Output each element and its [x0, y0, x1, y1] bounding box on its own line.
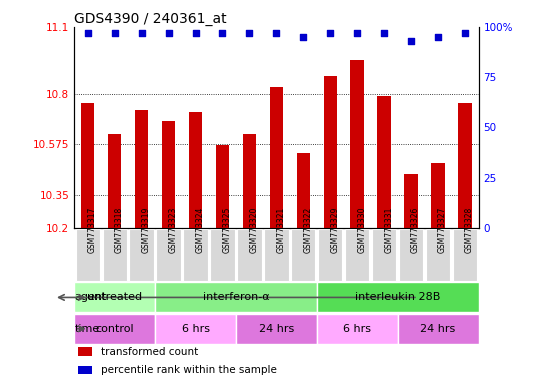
FancyBboxPatch shape [264, 229, 289, 281]
Bar [431, 163, 445, 228]
Text: 6 hrs: 6 hrs [343, 324, 371, 334]
Bar [108, 134, 122, 228]
Text: GSM773321: GSM773321 [276, 207, 285, 253]
Text: interleukin 28B: interleukin 28B [355, 293, 441, 303]
Bar [243, 134, 256, 228]
FancyBboxPatch shape [74, 282, 155, 313]
Point [272, 30, 280, 36]
Bar [350, 60, 364, 228]
Text: GSM773325: GSM773325 [222, 207, 232, 253]
Point [326, 30, 334, 36]
Bar [216, 146, 229, 228]
Text: GSM773318: GSM773318 [114, 207, 124, 253]
FancyBboxPatch shape [237, 229, 262, 281]
Text: GSM773317: GSM773317 [88, 207, 97, 253]
FancyBboxPatch shape [155, 282, 317, 313]
Text: time: time [74, 324, 100, 334]
FancyBboxPatch shape [75, 229, 100, 281]
Point [110, 30, 119, 36]
FancyBboxPatch shape [318, 229, 343, 281]
Text: transformed count: transformed count [101, 346, 198, 356]
FancyBboxPatch shape [372, 229, 397, 281]
Text: percentile rank within the sample: percentile rank within the sample [101, 365, 277, 375]
Text: GSM773330: GSM773330 [358, 207, 366, 253]
FancyBboxPatch shape [291, 229, 316, 281]
Text: GSM773326: GSM773326 [411, 207, 420, 253]
FancyBboxPatch shape [155, 314, 236, 344]
FancyBboxPatch shape [317, 314, 398, 344]
FancyBboxPatch shape [453, 229, 477, 281]
Point [245, 30, 254, 36]
Point [379, 30, 388, 36]
Point [191, 30, 200, 36]
Bar [296, 153, 310, 228]
FancyBboxPatch shape [210, 229, 235, 281]
Text: GSM773329: GSM773329 [330, 207, 339, 253]
FancyBboxPatch shape [102, 229, 127, 281]
FancyBboxPatch shape [345, 229, 370, 281]
Bar [81, 103, 95, 228]
Bar [377, 96, 391, 228]
Bar [404, 174, 418, 228]
Bar [162, 121, 175, 228]
Text: GSM773323: GSM773323 [168, 207, 178, 253]
FancyBboxPatch shape [426, 229, 450, 281]
Point [353, 30, 362, 36]
Text: untreated: untreated [87, 293, 142, 303]
FancyBboxPatch shape [317, 282, 478, 313]
Text: GDS4390 / 240361_at: GDS4390 / 240361_at [74, 12, 227, 26]
Point [84, 30, 92, 36]
Point [433, 34, 442, 40]
FancyBboxPatch shape [183, 229, 208, 281]
Point [218, 30, 227, 36]
Text: control: control [95, 324, 134, 334]
Text: GSM773328: GSM773328 [465, 207, 474, 253]
Bar [270, 87, 283, 228]
Point [299, 34, 308, 40]
Text: 24 hrs: 24 hrs [258, 324, 294, 334]
Bar [323, 76, 337, 228]
Text: 6 hrs: 6 hrs [182, 324, 210, 334]
Point [138, 30, 146, 36]
Bar [135, 109, 148, 228]
FancyBboxPatch shape [156, 229, 181, 281]
Text: interferon-α: interferon-α [202, 293, 270, 303]
FancyBboxPatch shape [74, 314, 155, 344]
Text: 24 hrs: 24 hrs [420, 324, 456, 334]
FancyBboxPatch shape [236, 314, 317, 344]
Bar [78, 366, 92, 374]
Text: GSM773324: GSM773324 [196, 207, 205, 253]
Bar [189, 112, 202, 228]
Text: GSM773320: GSM773320 [249, 207, 258, 253]
Text: GSM773331: GSM773331 [384, 207, 393, 253]
Text: GSM773319: GSM773319 [142, 207, 151, 253]
Bar [78, 347, 92, 356]
Text: agent: agent [74, 293, 107, 303]
Text: GSM773322: GSM773322 [304, 207, 312, 253]
FancyBboxPatch shape [399, 229, 424, 281]
Bar [458, 103, 472, 228]
Point [407, 38, 416, 44]
Point [460, 30, 469, 36]
FancyBboxPatch shape [398, 314, 478, 344]
Point [164, 30, 173, 36]
Text: GSM773327: GSM773327 [438, 207, 447, 253]
FancyBboxPatch shape [129, 229, 154, 281]
